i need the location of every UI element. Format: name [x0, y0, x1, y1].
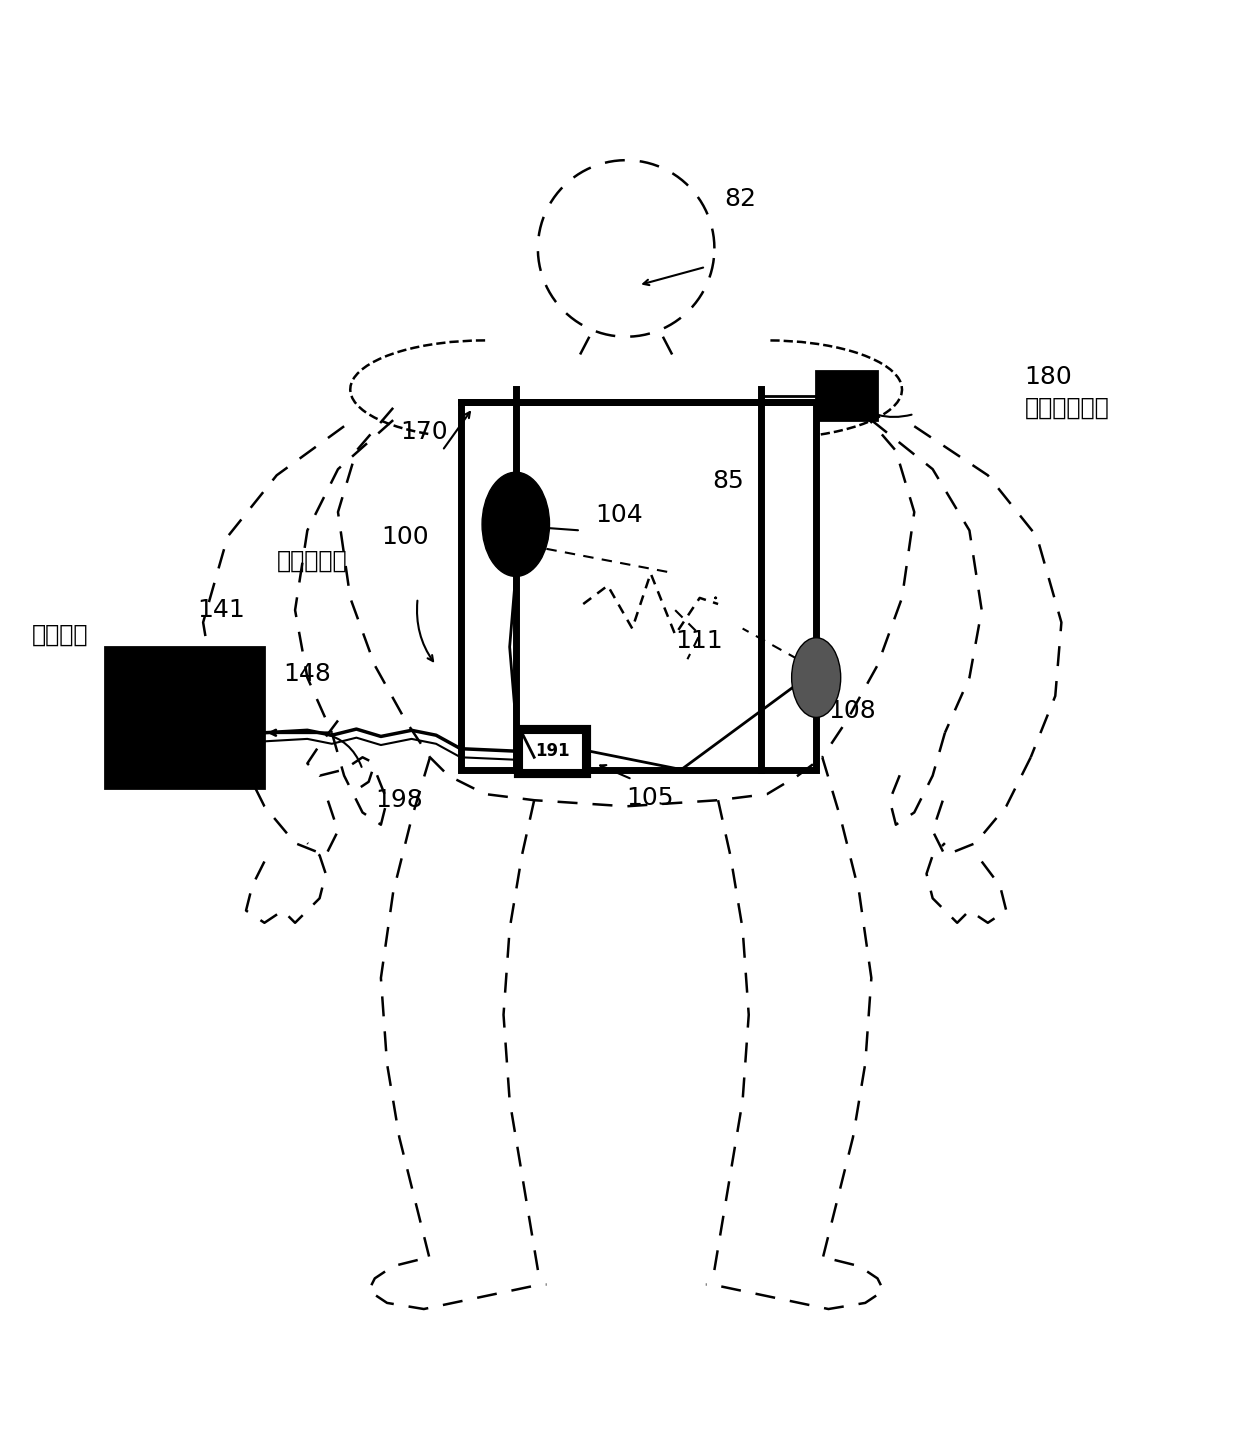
Text: 180: 180: [1024, 365, 1073, 389]
Text: 111: 111: [675, 628, 723, 653]
FancyBboxPatch shape: [522, 733, 583, 769]
Ellipse shape: [791, 638, 841, 718]
Text: 82: 82: [724, 187, 756, 212]
Text: 170: 170: [401, 421, 449, 444]
FancyBboxPatch shape: [516, 726, 589, 775]
Text: 85: 85: [712, 470, 744, 493]
Text: 外部监测装置: 外部监测装置: [1024, 396, 1110, 419]
Text: 148: 148: [283, 661, 331, 686]
Text: 198: 198: [374, 788, 423, 813]
FancyBboxPatch shape: [816, 372, 878, 421]
Text: 访问设备: 访问设备: [31, 623, 88, 647]
Text: 141: 141: [197, 598, 244, 623]
Text: 外部除颤器: 外部除颤器: [277, 549, 347, 574]
Text: 100: 100: [381, 525, 429, 549]
Text: 105: 105: [626, 785, 673, 810]
FancyBboxPatch shape: [105, 647, 264, 788]
Text: 191: 191: [536, 742, 570, 761]
Text: 104: 104: [595, 503, 644, 526]
Ellipse shape: [482, 473, 549, 576]
Text: 108: 108: [828, 699, 877, 723]
